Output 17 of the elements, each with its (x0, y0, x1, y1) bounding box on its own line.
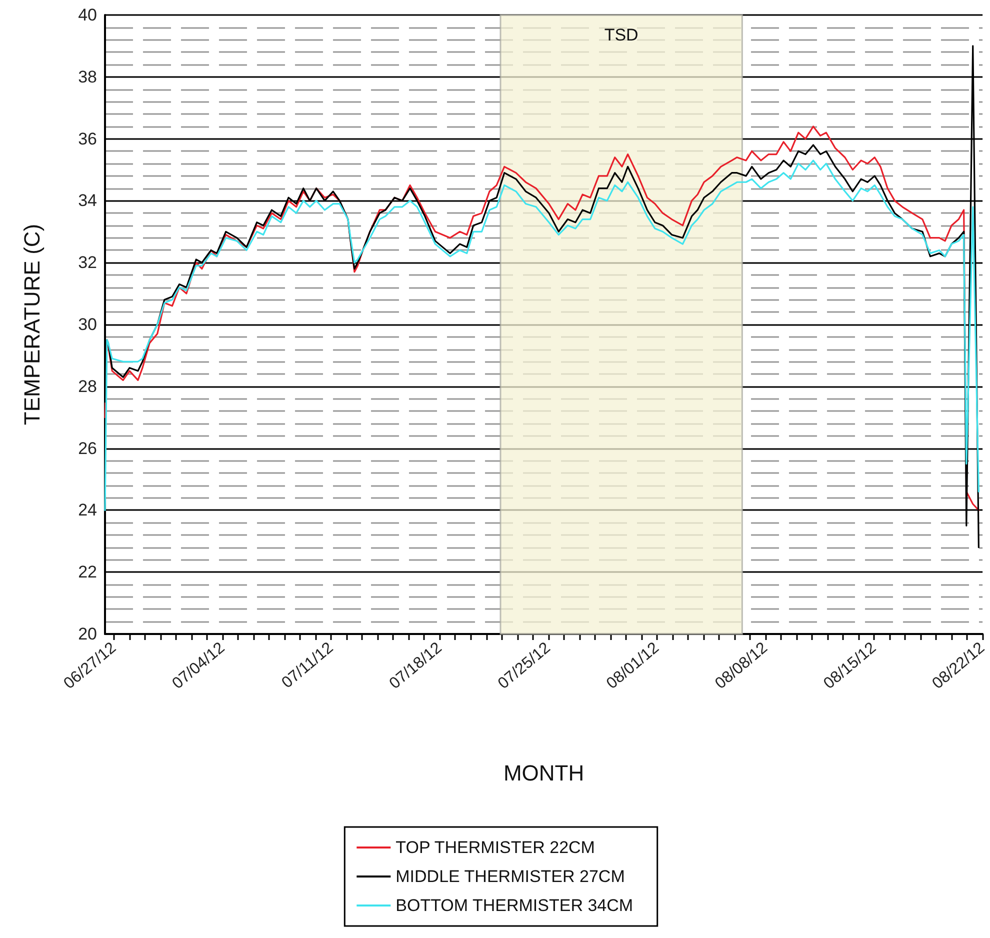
y-tick-label: 38 (78, 67, 97, 86)
legend-label: BOTTOM THERMISTER 34CM (396, 896, 634, 915)
y-tick-label: 40 (78, 6, 97, 24)
y-tick-label: 22 (78, 562, 97, 582)
band-label: TSD (604, 25, 638, 44)
y-tick-label: 20 (78, 624, 97, 644)
y-tick-label: 24 (78, 500, 97, 520)
y-tick-label: 32 (78, 253, 97, 272)
x-axis-title: MONTH (503, 760, 584, 786)
legend-label: TOP THERMISTER 22CM (396, 838, 595, 857)
y-tick-label: 36 (78, 129, 97, 148)
y-axis-title: TEMPERATURE (C) (20, 224, 44, 426)
y-tick-label: 34 (78, 191, 97, 210)
y-tick-label: 28 (78, 376, 97, 396)
y-tick-label: 30 (78, 315, 97, 334)
legend-label: MIDDLE THERMISTER 27CM (396, 867, 625, 886)
y-tick-label: 26 (78, 438, 97, 458)
